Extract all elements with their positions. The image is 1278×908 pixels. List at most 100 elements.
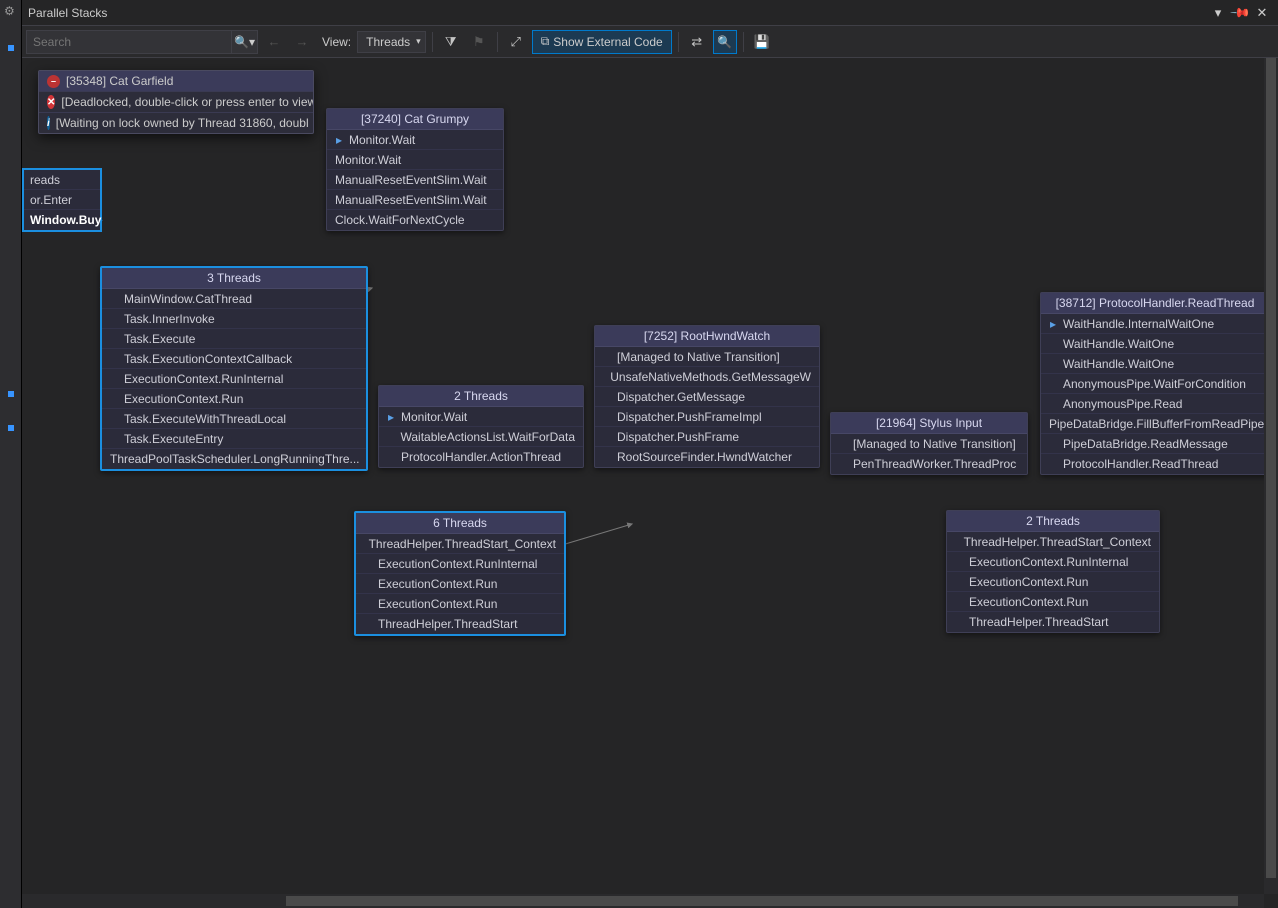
stack-node-header[interactable]: [7252] RootHwndWatch <box>595 326 819 347</box>
breakpoint-marker[interactable] <box>8 391 14 397</box>
horizontal-scrollbar-thumb[interactable] <box>286 896 1238 906</box>
nav-back-icon[interactable]: ← <box>262 30 286 54</box>
view-dropdown[interactable]: Threads ▾ <box>357 31 426 53</box>
stack-frame-row[interactable]: ExecutionContext.Run <box>356 574 564 594</box>
stack-frame-row[interactable]: RootSourceFinder.HwndWatcher <box>595 447 819 467</box>
search-box[interactable]: 🔍▾ <box>26 30 258 54</box>
stack-frame-row[interactable]: WaitHandle.WaitOne <box>1041 354 1269 374</box>
stack-frame-row[interactable]: Dispatcher.GetMessage <box>595 387 819 407</box>
stack-frame-label: Task.InnerInvoke <box>124 312 215 326</box>
stack-node-header[interactable]: 2 Threads <box>379 386 583 407</box>
stack-frame-row[interactable]: ThreadHelper.ThreadStart_Context <box>947 532 1159 552</box>
stack-frame-row[interactable]: WaitableActionsList.WaitForData <box>379 427 583 447</box>
stack-node[interactable]: 3 ThreadsMainWindow.CatThread Task.InnerI… <box>100 266 368 471</box>
stack-frame-label: WaitHandle.WaitOne <box>1063 357 1174 371</box>
stack-frame-row[interactable]: ThreadHelper.ThreadStart_Context <box>356 534 564 554</box>
stack-node[interactable]: [7252] RootHwndWatch[Managed to Native T… <box>594 325 820 468</box>
stack-frame-label: Task.ExecuteEntry <box>124 432 223 446</box>
stack-frame-row[interactable]: Window.Buy <box>24 210 100 230</box>
stack-frame-row[interactable]: UnsafeNativeMethods.GetMessageW <box>595 367 819 387</box>
stack-frame-row[interactable]: ExecutionContext.RunInternal <box>102 369 366 389</box>
stack-frame-row[interactable]: Task.Execute <box>102 329 366 349</box>
search-icon[interactable]: 🔍▾ <box>231 31 257 53</box>
graph-canvas[interactable]: readsor.EnterWindow.Buy–[35348] Cat Garf… <box>22 58 1278 908</box>
stack-frame-row[interactable]: ▸WaitHandle.InternalWaitOne <box>1041 314 1269 334</box>
stack-frame-row[interactable]: ExecutionContext.RunInternal <box>356 554 564 574</box>
stack-node-header[interactable]: [37240] Cat Grumpy <box>327 109 503 130</box>
tooltip-row[interactable]: i[Waiting on lock owned by Thread 31860,… <box>39 112 313 133</box>
stack-node-header[interactable]: [38712] ProtocolHandler.ReadThread <box>1041 293 1269 314</box>
stack-frame-row[interactable]: ProtocolHandler.ActionThread <box>379 447 583 467</box>
stack-node-header[interactable]: [21964] Stylus Input <box>831 413 1027 434</box>
search-input[interactable] <box>27 31 231 53</box>
autoscroll-icon[interactable]: ⤢ <box>504 30 528 54</box>
stack-frame-row[interactable]: Task.ExecutionContextCallback <box>102 349 366 369</box>
breakpoint-marker[interactable] <box>8 425 14 431</box>
stack-frame-row[interactable]: WaitHandle.WaitOne <box>1041 334 1269 354</box>
stack-frame-row[interactable]: [Managed to Native Transition] <box>595 347 819 367</box>
stack-frame-row[interactable]: Dispatcher.PushFrame <box>595 427 819 447</box>
stack-frame-row[interactable]: ExecutionContext.Run <box>102 389 366 409</box>
stack-node[interactable]: 6 ThreadsThreadHelper.ThreadStart_Contex… <box>354 511 566 636</box>
stack-node-header[interactable]: 6 Threads <box>356 513 564 534</box>
filter-icon[interactable]: ⧩ <box>439 30 463 54</box>
stack-frame-row[interactable]: ExecutionContext.Run <box>947 592 1159 612</box>
save-icon[interactable]: 💾 <box>750 30 774 54</box>
horizontal-scrollbar[interactable] <box>22 894 1264 908</box>
zoom-mode-icon[interactable]: 🔍 <box>713 30 737 54</box>
view-dropdown-value: Threads <box>366 35 410 49</box>
gear-icon[interactable]: ⚙ <box>4 4 15 18</box>
stack-frame-row[interactable]: Task.ExecuteEntry <box>102 429 366 449</box>
stack-node[interactable]: 2 Threads▸Monitor.WaitWaitableActionsLis… <box>378 385 584 468</box>
stack-frame-row[interactable]: Clock.WaitForNextCycle <box>327 210 503 230</box>
stack-frame-row[interactable]: Task.InnerInvoke <box>102 309 366 329</box>
stack-frame-row[interactable]: PipeDataBridge.FillBufferFromReadPipe <box>1041 414 1269 434</box>
stack-frame-row[interactable]: PipeDataBridge.ReadMessage <box>1041 434 1269 454</box>
stack-frame-row[interactable]: ExecutionContext.Run <box>356 594 564 614</box>
stack-node-header[interactable]: 2 Threads <box>947 511 1159 532</box>
stack-frame-row[interactable]: PenThreadWorker.ThreadProc <box>831 454 1027 474</box>
stack-frame-row[interactable]: or.Enter <box>24 190 100 210</box>
breakpoint-marker[interactable] <box>8 45 14 51</box>
stack-frame-row[interactable]: AnonymousPipe.Read <box>1041 394 1269 414</box>
stack-frame-row[interactable]: ThreadHelper.ThreadStart <box>356 614 564 634</box>
stack-frame-row[interactable]: ExecutionContext.Run <box>947 572 1159 592</box>
stack-node[interactable]: [38712] ProtocolHandler.ReadThread▸WaitH… <box>1040 292 1270 475</box>
pin-icon[interactable]: 📌 <box>1226 0 1254 27</box>
stack-node[interactable]: [21964] Stylus Input[Managed to Native T… <box>830 412 1028 475</box>
stack-frame-row[interactable]: Task.ExecuteWithThreadLocal <box>102 409 366 429</box>
flag-icon[interactable]: ⚑ <box>467 30 491 54</box>
stack-frame-label: UnsafeNativeMethods.GetMessageW <box>610 370 811 384</box>
stack-frame-row[interactable]: AnonymousPipe.WaitForCondition <box>1041 374 1269 394</box>
layout-icon[interactable]: ⇄ <box>685 30 709 54</box>
stack-frame-label: ThreadPoolTaskScheduler.LongRunningThre.… <box>110 452 360 466</box>
stack-frame-row[interactable]: ExecutionContext.RunInternal <box>947 552 1159 572</box>
stack-frame-row[interactable]: ThreadHelper.ThreadStart <box>947 612 1159 632</box>
stack-node[interactable]: 2 ThreadsThreadHelper.ThreadStart_Contex… <box>946 510 1160 633</box>
stack-frame-row[interactable]: MainWindow.CatThread <box>102 289 366 309</box>
tooltip-row[interactable]: ✕[Deadlocked, double-click or press ente… <box>39 91 313 112</box>
stack-node[interactable]: [37240] Cat Grumpy▸Monitor.WaitMonitor.W… <box>326 108 504 231</box>
vertical-scrollbar-thumb[interactable] <box>1266 58 1276 878</box>
stack-frame-row[interactable]: reads <box>24 170 100 190</box>
nav-forward-icon[interactable]: → <box>290 30 314 54</box>
stack-frame-row[interactable]: [Managed to Native Transition] <box>831 434 1027 454</box>
vertical-scrollbar[interactable] <box>1264 58 1278 894</box>
stack-frame-row[interactable]: Dispatcher.PushFrameImpl <box>595 407 819 427</box>
stack-frame-row[interactable]: ▸Monitor.Wait <box>327 130 503 150</box>
stack-frame-row[interactable]: ThreadPoolTaskScheduler.LongRunningThre.… <box>102 449 366 469</box>
close-icon[interactable]: ✕ <box>1252 3 1272 23</box>
stack-frame-row[interactable]: ▸Monitor.Wait <box>379 407 583 427</box>
stack-frame-label: Monitor.Wait <box>401 410 467 424</box>
stack-node-clipped[interactable]: readsor.EnterWindow.Buy <box>22 168 102 232</box>
flag-indicator-icon: ▸ <box>383 410 399 424</box>
stack-frame-label: ExecutionContext.Run <box>969 595 1088 609</box>
show-external-code-toggle[interactable]: ⧉ Show External Code <box>532 30 672 54</box>
stack-frame-row[interactable]: ManualResetEventSlim.Wait <box>327 170 503 190</box>
stack-frame-row[interactable]: Monitor.Wait <box>327 150 503 170</box>
stack-frame-label: RootSourceFinder.HwndWatcher <box>617 450 792 464</box>
titlebar: Parallel Stacks ▾ 📌 ✕ <box>22 0 1278 26</box>
stack-node-header[interactable]: 3 Threads <box>102 268 366 289</box>
stack-frame-row[interactable]: ManualResetEventSlim.Wait <box>327 190 503 210</box>
stack-frame-row[interactable]: ProtocolHandler.ReadThread <box>1041 454 1269 474</box>
